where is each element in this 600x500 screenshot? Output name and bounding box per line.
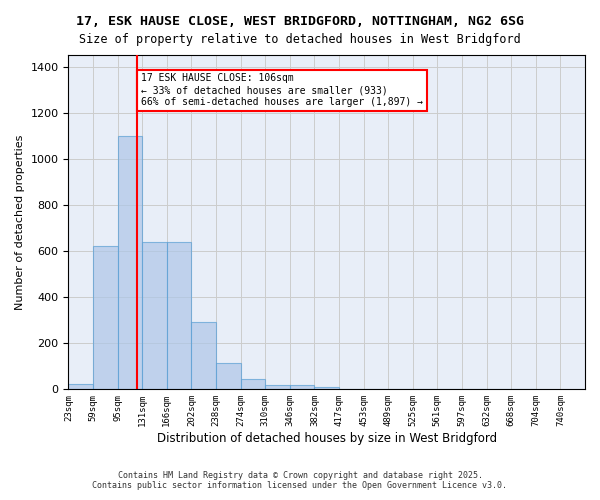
Bar xyxy=(191,322,216,390)
Bar xyxy=(167,242,191,390)
Bar xyxy=(314,387,339,390)
X-axis label: Distribution of detached houses by size in West Bridgford: Distribution of detached houses by size … xyxy=(157,432,497,445)
Text: Contains HM Land Registry data © Crown copyright and database right 2025.
Contai: Contains HM Land Registry data © Crown c… xyxy=(92,470,508,490)
Text: Size of property relative to detached houses in West Bridgford: Size of property relative to detached ho… xyxy=(79,32,521,46)
Bar xyxy=(241,379,265,390)
Bar xyxy=(216,363,241,390)
Bar xyxy=(142,242,167,390)
Bar xyxy=(93,246,118,390)
Bar xyxy=(118,136,142,390)
Text: 17 ESK HAUSE CLOSE: 106sqm
← 33% of detached houses are smaller (933)
66% of sem: 17 ESK HAUSE CLOSE: 106sqm ← 33% of deta… xyxy=(141,74,423,106)
Bar xyxy=(290,384,314,390)
Bar xyxy=(265,384,290,390)
Y-axis label: Number of detached properties: Number of detached properties xyxy=(15,134,25,310)
Bar xyxy=(68,384,93,390)
Text: 17, ESK HAUSE CLOSE, WEST BRIDGFORD, NOTTINGHAM, NG2 6SG: 17, ESK HAUSE CLOSE, WEST BRIDGFORD, NOT… xyxy=(76,15,524,28)
